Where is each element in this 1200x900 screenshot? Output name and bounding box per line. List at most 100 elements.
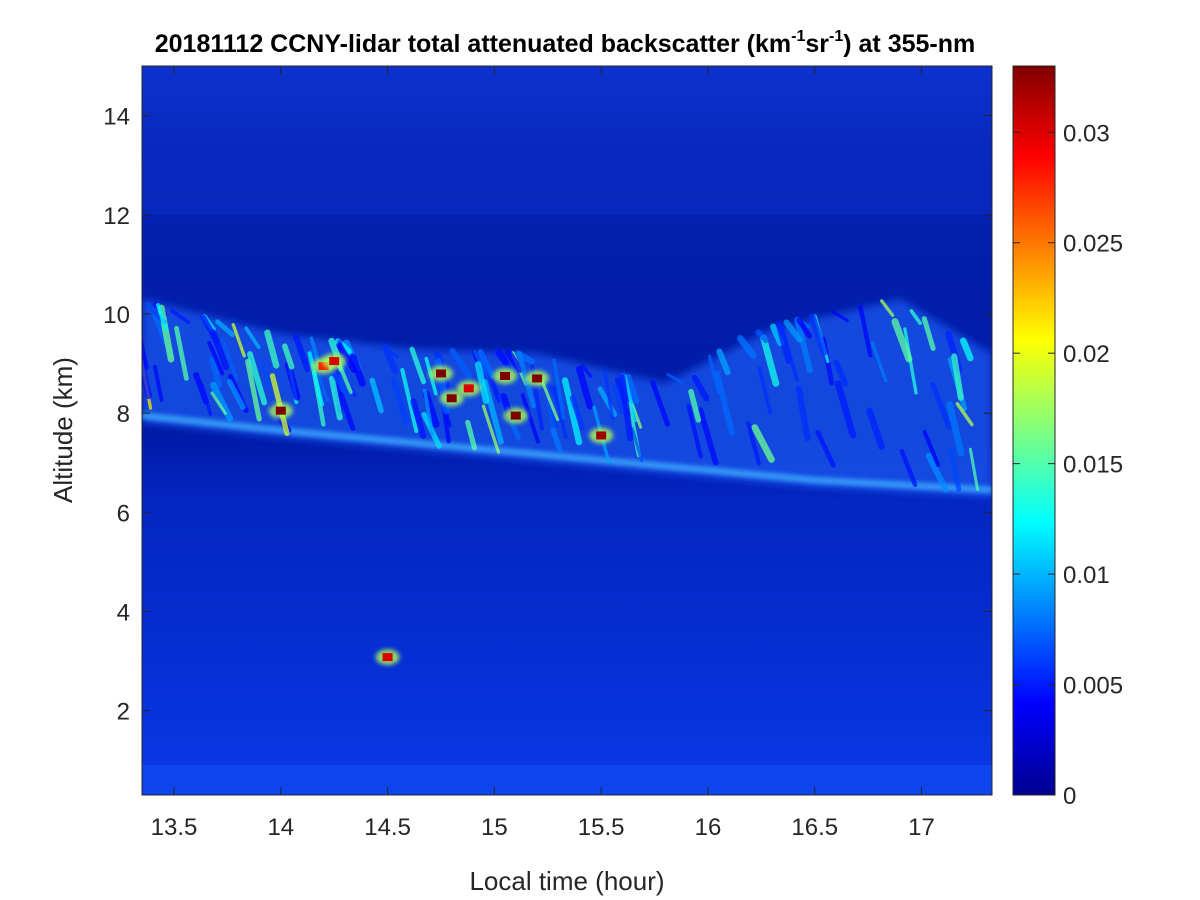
cirrus-streak xyxy=(292,333,311,373)
cloud-base-edge xyxy=(142,412,992,494)
cirrus-streak xyxy=(478,349,495,379)
boundary-layer-band xyxy=(142,765,992,795)
hotspot xyxy=(318,362,329,371)
hotspot xyxy=(500,371,511,380)
cirrus-streak xyxy=(925,452,949,493)
y-tick-label: 8 xyxy=(117,401,130,428)
x-tick-label: 14 xyxy=(267,814,294,841)
cirrus-streak xyxy=(746,421,761,466)
cirrus-streak xyxy=(576,365,594,410)
cirrus-streak xyxy=(331,371,351,398)
cirrus-streak xyxy=(550,427,563,453)
cirrus-streak xyxy=(866,407,885,450)
cirrus-streak xyxy=(245,358,262,422)
cirrus-streak xyxy=(369,377,384,414)
colorbar-tick-label: 0.005 xyxy=(1063,673,1123,700)
cirrus-streak xyxy=(552,385,568,440)
cirrus-streak xyxy=(691,374,710,402)
cirrus-streak xyxy=(612,384,625,415)
cirrus-streak xyxy=(481,404,501,454)
hotspot xyxy=(382,653,393,662)
cirrus-streak xyxy=(796,317,813,339)
cirrus-streak xyxy=(770,323,784,347)
cirrus-streak xyxy=(244,326,261,350)
colorbar-tick-label: 0.02 xyxy=(1063,341,1110,368)
hotspot xyxy=(596,431,607,440)
cirrus-streak xyxy=(209,357,222,388)
colorbar-tick-label: 0 xyxy=(1063,783,1076,810)
cirrus-streak xyxy=(142,337,149,370)
cirrus-streak xyxy=(880,299,895,317)
x-tick-label: 16.5 xyxy=(791,814,838,841)
cirrus-streak xyxy=(174,325,189,381)
x-axis-label: Local time (hour) xyxy=(469,866,664,896)
cirrus-streak xyxy=(328,375,343,421)
cirrus-streak xyxy=(909,309,922,326)
cirrus-streak xyxy=(751,424,775,463)
cirrus-streak xyxy=(495,349,510,366)
cirrus-streak xyxy=(539,377,560,422)
cirrus-streak xyxy=(775,321,793,364)
colorbar-tick-label: 0.015 xyxy=(1063,452,1123,479)
cirrus-streak xyxy=(780,325,799,382)
cirrus-streak xyxy=(215,319,235,338)
cirrus-streak xyxy=(520,393,540,444)
x-tick-label: 14.5 xyxy=(364,814,411,841)
colorbar xyxy=(1012,65,1056,796)
cirrus-streak xyxy=(210,381,234,422)
cirrus-streak xyxy=(858,304,873,358)
cirrus-streak xyxy=(716,348,731,376)
cirrus-streak xyxy=(382,343,399,374)
hotspot xyxy=(329,357,340,366)
cirrus-streak xyxy=(449,347,472,379)
cirrus-streak xyxy=(422,388,435,436)
cirrus-streak xyxy=(505,349,524,373)
y-axis-label: Altitude (km) xyxy=(48,357,78,503)
cirrus-streak xyxy=(833,359,849,387)
hotspot xyxy=(463,384,474,393)
cirrus-streak xyxy=(736,334,757,360)
x-tick-label: 15 xyxy=(481,814,508,841)
cirrus-streak xyxy=(707,354,720,395)
cirrus-streak xyxy=(870,341,888,383)
chart-title: 20181112 CCNY-lidar total attenuated bac… xyxy=(155,28,975,58)
y-tick-label: 14 xyxy=(103,104,130,131)
cirrus-streak xyxy=(930,381,952,430)
hotspot xyxy=(435,369,446,378)
cirrus-streak xyxy=(968,447,980,491)
x-tick-label: 16 xyxy=(695,814,722,841)
cirrus-streak xyxy=(552,358,566,420)
x-tick-label: 13.5 xyxy=(151,814,198,841)
hotspot xyxy=(510,411,521,420)
cirrus-streak xyxy=(697,407,719,466)
cirrus-streak xyxy=(650,380,670,427)
cirrus-streak xyxy=(169,308,191,325)
cirrus-streak xyxy=(891,318,913,363)
cirrus-streak xyxy=(666,373,685,385)
cirrus-streak xyxy=(946,401,965,457)
cirrus-streak xyxy=(400,368,419,434)
cirrus-streak xyxy=(580,364,593,378)
y-tick-label: 2 xyxy=(117,699,130,726)
cirrus-streak xyxy=(755,329,769,344)
cirrus-streak xyxy=(619,374,634,442)
cirrus-streak xyxy=(795,385,811,442)
cirrus-streak xyxy=(220,337,239,381)
y-tick-label: 10 xyxy=(103,302,130,329)
cirrus-streak xyxy=(336,342,358,373)
cirrus-streak xyxy=(948,448,962,492)
cirrus-streak xyxy=(259,359,272,387)
heatmap-layer xyxy=(142,66,992,795)
cirrus-streak xyxy=(760,334,780,387)
x-axis: 13.5 14 14.5 15 15.5 16 16.5 17 xyxy=(151,66,935,841)
cirrus-streak xyxy=(686,404,703,459)
cirrus-streak xyxy=(410,398,427,439)
cirrus-streak xyxy=(625,373,640,404)
cirrus-streak xyxy=(794,317,813,374)
y-tick-label: 6 xyxy=(117,500,130,527)
colorbar-tick-label: 0.025 xyxy=(1063,231,1123,258)
cirrus-streak xyxy=(630,427,644,463)
hotspot xyxy=(446,394,457,403)
cirrus-streak xyxy=(783,319,803,343)
